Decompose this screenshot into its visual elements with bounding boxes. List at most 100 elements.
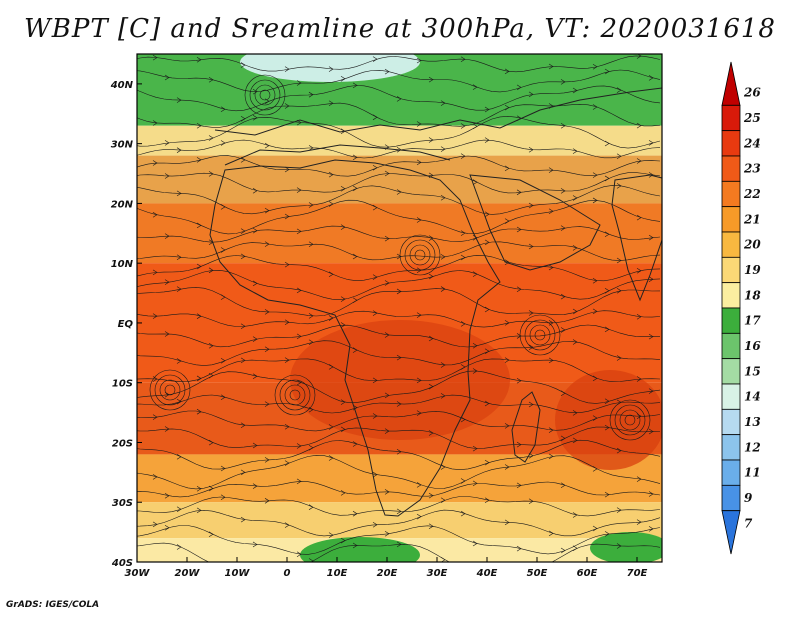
streamline-arrow (604, 288, 610, 294)
streamline-arrow (308, 558, 314, 562)
streamline-arrow (220, 357, 226, 364)
streamline-arrow (396, 401, 402, 407)
streamline-arrow (308, 313, 314, 319)
streamline-arrow (592, 278, 598, 284)
streamline-arrow (440, 393, 446, 399)
streamline-arrow (396, 354, 402, 361)
streamline-arrow (484, 306, 490, 313)
streamline (137, 172, 661, 194)
streamline-arrow (308, 339, 314, 346)
temperature-band (137, 502, 662, 539)
streamline-arrow (176, 97, 182, 103)
streamline-arrow (240, 157, 246, 163)
x-axis: 30W 20W 10W 0 10E 20E 30E 40E 50E 60E 70E (125, 557, 648, 579)
grads-credit: GrADS: IGES/COLA (6, 600, 100, 610)
streamline-arrow (572, 148, 578, 154)
streamline-arrow (460, 230, 466, 236)
streamline (137, 55, 661, 73)
streamline (137, 454, 661, 490)
streamline-arrow (516, 286, 522, 293)
streamline-arrow (428, 523, 434, 530)
streamline-vortex (254, 84, 276, 106)
streamline-arrow (560, 547, 566, 554)
streamline-arrow (176, 147, 182, 153)
streamline-arrow (548, 208, 554, 215)
streamline-arrow (560, 79, 566, 85)
streamline-arrow (340, 426, 346, 433)
streamline-arrow (428, 383, 434, 390)
streamline (137, 225, 661, 243)
streamline-arrow (384, 428, 390, 434)
streamline-arrow (440, 195, 446, 201)
streamline-arrow (616, 507, 622, 513)
streamline-arrow (636, 214, 642, 221)
streamline-arrow (220, 394, 226, 400)
streamline-arrow (220, 494, 226, 500)
colorbar-label: 9 (744, 491, 753, 505)
streamline-vortex (624, 414, 636, 426)
streamline-arrow (328, 532, 334, 538)
streamline (137, 509, 661, 537)
colorbar-label: 18 (744, 288, 761, 302)
streamline-arrow (472, 445, 478, 452)
streamline-arrow (220, 106, 226, 112)
streamline (137, 370, 661, 404)
streamline-arrow (548, 530, 554, 537)
streamline-arrow (504, 104, 510, 111)
streamline-arrow (572, 512, 578, 518)
streamline-vortex (524, 319, 556, 351)
streamline-arrow (440, 286, 446, 292)
streamline-arrow (516, 441, 522, 448)
colorbar-segment (721, 256, 741, 284)
streamline-vortex (289, 389, 301, 401)
streamline-arrow (460, 478, 466, 484)
colorbar-segment (721, 307, 741, 334)
streamline-arrow (176, 544, 182, 550)
streamline-arrow (196, 375, 202, 382)
streamline-arrow (252, 483, 258, 489)
streamline-arrow (460, 364, 466, 370)
streamline-arrow (284, 460, 290, 466)
y-tick-label: 20N (111, 199, 134, 210)
streamline-arrow (572, 339, 578, 345)
streamline-arrow (484, 239, 490, 246)
streamline-arrow (372, 471, 378, 478)
streamline-arrow (352, 510, 358, 517)
streamline (137, 481, 661, 498)
streamline-arrow (208, 171, 214, 177)
streamline-arrow (352, 154, 358, 161)
streamline-arrow (284, 66, 290, 72)
streamline-vortex (404, 239, 436, 271)
x-tick-label: 40E (476, 568, 498, 579)
streamline-arrow (340, 490, 346, 496)
streamline-arrow (560, 188, 566, 194)
streamline-arrow (648, 388, 654, 394)
streamline-arrow (472, 342, 478, 349)
y-tick-label: 30N (111, 140, 134, 151)
streamline-arrow (372, 204, 378, 211)
coastlines (209, 87, 662, 517)
streamline (137, 358, 661, 383)
streamline-arrow (152, 414, 158, 420)
streamline-arrow (284, 357, 290, 363)
streamline (137, 199, 661, 235)
streamline-arrow (396, 288, 402, 295)
streamline-arrow (240, 516, 246, 523)
streamline-arrow (152, 474, 158, 480)
streamline-arrow (472, 235, 478, 241)
europe-coastline (214, 87, 662, 136)
streamline-arrow (296, 287, 302, 294)
streamline-arrow (208, 343, 214, 349)
streamline-arrow (396, 253, 402, 260)
streamline-arrow (176, 454, 182, 460)
streamline-vortex (244, 74, 286, 116)
streamline-arrow (616, 153, 622, 160)
streamline-arrow (372, 413, 378, 419)
streamline-arrow (484, 106, 490, 113)
streamline-arrow (328, 201, 334, 207)
colorbar-label: 7 (744, 516, 753, 530)
arabia-coastline (469, 174, 601, 271)
colorbar-segment (721, 206, 741, 233)
streamline-arrow (604, 531, 610, 537)
cool-patch (590, 532, 662, 562)
